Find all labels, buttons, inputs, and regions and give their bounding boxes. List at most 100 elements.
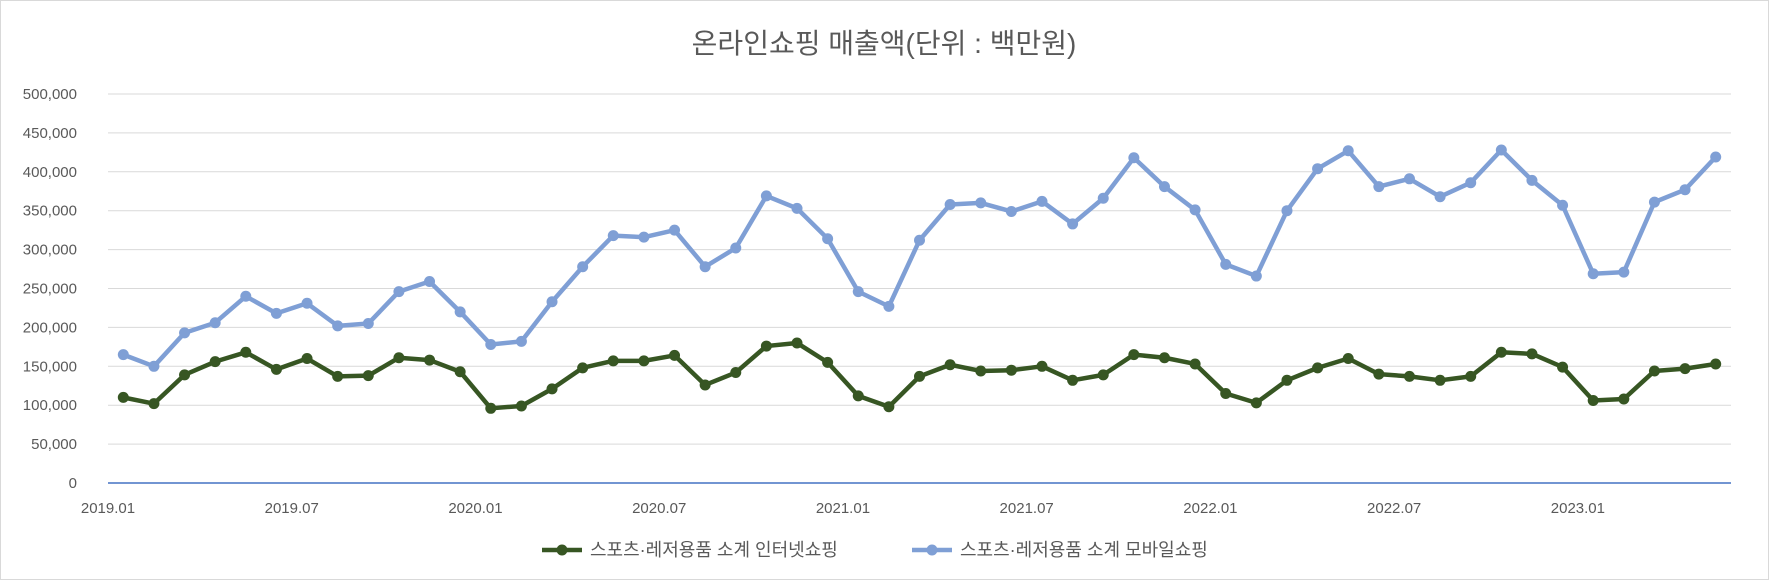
legend-item-2: 스포츠·레저용품 소계 모바일쇼핑 (912, 540, 1208, 560)
y-tick-label: 300,000 (23, 242, 77, 259)
data-point (883, 300, 895, 312)
data-point (301, 353, 313, 365)
x-axis-ticks: 2019.01 2019.07 2020.01 2020.07 2021.01 2021.… (81, 500, 1605, 517)
data-point (332, 320, 344, 332)
data-point (577, 362, 589, 374)
y-axis-ticks: 0 50,000 100,000 150,000 200,000 250,000 300,0… (23, 86, 77, 492)
data-point (270, 307, 282, 319)
data-point (1158, 181, 1170, 193)
data-point (393, 352, 405, 364)
data-point (1495, 144, 1507, 156)
series-1 (117, 337, 1722, 414)
data-point (730, 242, 742, 254)
data-point (1587, 395, 1599, 407)
data-point (1067, 218, 1079, 230)
x-tick-label: 2020.01 (448, 500, 502, 517)
data-point (1403, 370, 1415, 382)
data-point (1220, 258, 1232, 270)
data-point (975, 365, 987, 377)
data-point (1312, 362, 1324, 374)
y-tick-label: 400,000 (23, 164, 77, 181)
data-point (1557, 361, 1569, 373)
legend-swatch-marker (926, 544, 938, 556)
data-point (1036, 195, 1048, 207)
legend-swatch-marker (556, 544, 568, 556)
data-point (975, 197, 987, 209)
data-point (791, 202, 803, 214)
data-point (1128, 152, 1140, 164)
data-point (1587, 268, 1599, 280)
series-2 (117, 144, 1722, 372)
x-tick-label: 2019.01 (81, 500, 135, 517)
data-point (914, 370, 925, 382)
data-point (852, 390, 864, 402)
data-point (301, 297, 313, 309)
data-point (1250, 397, 1262, 409)
x-tick-label: 2022.07 (1367, 500, 1421, 517)
data-point (1373, 181, 1385, 193)
data-point (944, 359, 956, 371)
data-point (117, 391, 129, 403)
data-point (546, 383, 558, 395)
data-point (1342, 145, 1354, 157)
data-point (179, 369, 191, 381)
data-point (1403, 173, 1415, 185)
data-point (179, 327, 191, 339)
data-point (1434, 191, 1446, 203)
y-tick-label: 200,000 (23, 319, 77, 336)
data-point (1618, 393, 1630, 405)
data-point (240, 346, 252, 358)
data-point (454, 306, 466, 318)
x-tick-label: 2023.01 (1551, 500, 1605, 517)
data-point (699, 379, 711, 391)
data-point (577, 261, 589, 273)
data-point (1281, 205, 1293, 217)
data-point (1557, 199, 1569, 211)
data-point (1281, 374, 1293, 386)
data-point (1373, 368, 1385, 380)
data-point (1312, 163, 1324, 175)
data-point (515, 335, 527, 347)
data-point (332, 370, 344, 382)
data-point (1189, 204, 1201, 216)
data-point (515, 400, 527, 412)
data-point (1710, 358, 1722, 370)
data-point (209, 356, 221, 368)
data-point (454, 366, 466, 378)
data-point (1342, 353, 1354, 365)
y-tick-label: 350,000 (23, 203, 77, 220)
y-tick-label: 150,000 (23, 358, 77, 375)
data-point (1036, 360, 1048, 372)
data-point (638, 231, 650, 243)
chart-title: 온라인쇼핑 매출액(단위 : 백만원) (692, 28, 1077, 59)
x-tick-label: 2022.01 (1183, 500, 1237, 517)
data-point (1465, 177, 1477, 189)
data-point (546, 296, 558, 308)
legend: 스포츠·레저용품 소계 인터넷쇼핑 스포츠·레저용품 소계 모바일쇼핑 (542, 540, 1208, 560)
series-lines (117, 144, 1722, 414)
x-tick-label: 2021.07 (1000, 500, 1054, 517)
data-point (1250, 270, 1262, 282)
data-point (393, 286, 405, 298)
data-point (1710, 151, 1722, 163)
data-point (1679, 363, 1691, 375)
data-point (1526, 174, 1538, 186)
data-point (424, 275, 436, 287)
data-point (944, 198, 956, 210)
data-point (822, 233, 834, 245)
y-tick-label: 100,000 (23, 397, 77, 414)
data-point (1097, 369, 1109, 381)
grid-lines (108, 93, 1731, 484)
data-point (914, 234, 925, 246)
data-point (1648, 196, 1660, 208)
data-point (240, 290, 252, 302)
data-point (270, 363, 282, 375)
data-point (209, 317, 221, 329)
data-point (1434, 374, 1446, 386)
data-point (1495, 346, 1507, 358)
data-point (1128, 349, 1140, 361)
data-point (760, 190, 772, 202)
data-point (699, 261, 711, 273)
